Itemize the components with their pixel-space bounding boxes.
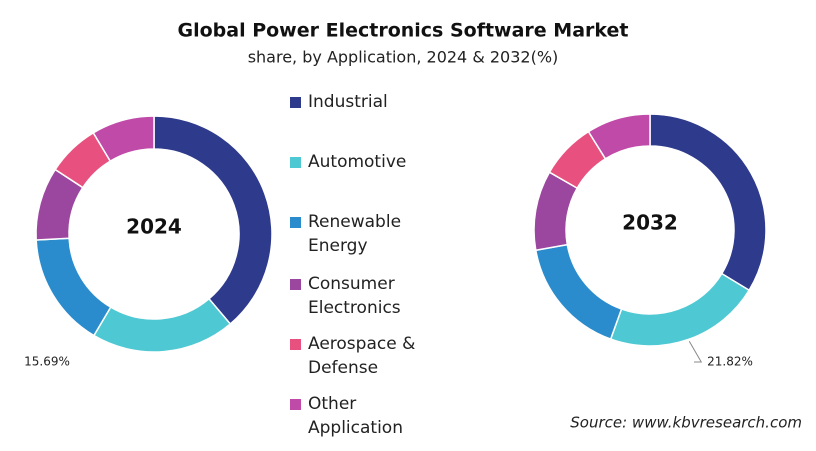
legend-label: Aerospace & Defense xyxy=(308,334,416,378)
legend-item: Renewable Energy xyxy=(290,210,465,258)
center-label: 2032 xyxy=(622,211,678,235)
legend-item: Automotive xyxy=(290,150,465,174)
legend-swatch xyxy=(290,279,301,290)
chart-subtitle: share, by Application, 2024 & 2032(%) xyxy=(248,48,559,67)
center-label: 2024 xyxy=(126,215,182,239)
chart-title: Global Power Electronics Software Market xyxy=(177,20,628,42)
legend-label: Automotive xyxy=(308,152,407,172)
legend-swatch xyxy=(290,339,301,350)
donut-segment xyxy=(92,115,155,163)
legend-label: Consumer Electronics xyxy=(308,274,401,318)
legend-swatch xyxy=(290,97,301,108)
legend-swatch xyxy=(290,157,301,168)
legend-label: Other Application xyxy=(308,394,403,438)
legend-item: Consumer Electronics xyxy=(290,272,465,320)
source: Source: www.kbvresearch.com xyxy=(570,414,802,432)
legend-item: Other Application xyxy=(290,392,465,440)
donut-segment xyxy=(534,243,623,341)
data-label: 21.82% xyxy=(707,355,753,369)
donut-segment xyxy=(649,113,767,292)
donut-segment xyxy=(35,237,112,337)
leader-line xyxy=(688,341,703,363)
donut-segment xyxy=(92,297,232,353)
donut-segment xyxy=(587,113,651,160)
donut-segment xyxy=(609,272,751,347)
donut-segment xyxy=(153,115,273,326)
legend-label: Industrial xyxy=(308,92,388,112)
legend-label: Renewable Energy xyxy=(308,212,402,256)
legend-item: Industrial xyxy=(290,90,465,114)
legend-item: Aerospace & Defense xyxy=(290,332,465,380)
legend-swatch xyxy=(290,399,301,410)
legend-swatch xyxy=(290,217,301,228)
data-label: 15.69% xyxy=(24,355,70,369)
